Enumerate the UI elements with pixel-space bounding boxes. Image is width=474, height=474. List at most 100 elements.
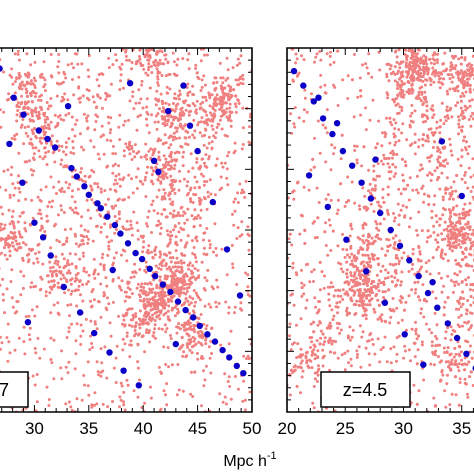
background-particle xyxy=(411,188,415,192)
background-particle xyxy=(100,124,104,128)
background-particle xyxy=(373,352,377,356)
background-particle xyxy=(73,367,77,371)
background-particle xyxy=(439,217,443,221)
background-particle xyxy=(20,123,24,127)
background-particle xyxy=(405,205,408,209)
background-particle xyxy=(181,275,185,279)
background-particle xyxy=(207,93,211,97)
background-particle xyxy=(176,307,180,311)
background-particle xyxy=(356,251,360,255)
background-particle xyxy=(167,365,170,369)
background-particle xyxy=(134,324,138,328)
background-particle xyxy=(193,330,196,334)
background-particle xyxy=(244,179,248,183)
dense-object-point xyxy=(106,349,113,356)
background-particle xyxy=(329,168,333,172)
background-particle xyxy=(87,237,90,241)
background-particle xyxy=(208,356,212,360)
background-particle xyxy=(364,308,368,312)
background-particle xyxy=(66,371,70,375)
background-particle xyxy=(390,274,394,278)
background-particle xyxy=(46,274,50,278)
background-particle xyxy=(183,123,187,127)
background-particle xyxy=(382,296,386,299)
background-particle xyxy=(66,261,69,265)
background-particle xyxy=(396,81,400,85)
background-particle xyxy=(369,332,373,335)
background-particle xyxy=(157,266,161,270)
background-particle xyxy=(129,339,133,343)
background-particle xyxy=(448,143,452,147)
background-particle xyxy=(144,260,148,264)
background-particle xyxy=(439,81,443,85)
background-particle xyxy=(241,73,245,77)
dense-object-point xyxy=(0,65,3,72)
background-particle xyxy=(457,57,461,61)
background-particle xyxy=(205,279,209,283)
background-particle xyxy=(68,182,72,186)
background-particle xyxy=(125,228,128,232)
background-particle xyxy=(16,220,20,224)
background-particle xyxy=(65,271,69,275)
background-particle xyxy=(70,115,74,119)
background-particle xyxy=(355,144,359,148)
background-particle xyxy=(349,364,353,368)
background-particle xyxy=(173,180,177,184)
background-particle xyxy=(170,179,174,182)
background-particle xyxy=(205,324,209,328)
background-particle xyxy=(370,252,374,256)
background-particle xyxy=(333,146,337,150)
background-particle xyxy=(435,220,439,224)
background-particle xyxy=(325,108,329,112)
background-particle xyxy=(46,107,50,111)
background-particle xyxy=(312,280,315,283)
background-particle xyxy=(32,158,36,162)
background-particle xyxy=(215,125,219,129)
background-particle xyxy=(121,337,125,341)
background-particle xyxy=(26,125,30,129)
background-particle xyxy=(15,113,19,117)
background-particle xyxy=(409,114,412,118)
background-particle xyxy=(445,176,449,180)
background-particle xyxy=(292,122,296,126)
background-particle xyxy=(375,174,379,178)
background-particle xyxy=(354,283,357,287)
background-particle xyxy=(170,135,174,139)
background-particle xyxy=(166,61,170,65)
background-particle xyxy=(147,131,151,135)
dense-object-point xyxy=(85,191,93,198)
background-particle xyxy=(316,356,320,360)
background-particle xyxy=(315,52,319,56)
background-particle xyxy=(89,139,93,143)
background-particle xyxy=(429,78,433,82)
background-particle xyxy=(393,276,397,280)
background-particle xyxy=(446,346,450,350)
background-particle xyxy=(184,99,188,103)
background-particle xyxy=(21,241,25,245)
background-particle xyxy=(199,102,203,106)
background-particle xyxy=(377,289,381,293)
background-particle xyxy=(64,76,68,80)
background-particle xyxy=(361,234,365,238)
background-particle xyxy=(414,288,418,291)
background-particle xyxy=(349,224,353,228)
background-particle xyxy=(358,76,362,80)
background-particle xyxy=(397,259,401,263)
background-particle xyxy=(111,279,115,283)
background-particle xyxy=(352,265,356,269)
background-particle xyxy=(207,239,211,243)
background-particle xyxy=(144,42,147,45)
background-particle xyxy=(346,74,350,78)
background-particle xyxy=(79,334,83,338)
background-particle xyxy=(457,307,461,311)
background-particle xyxy=(194,67,198,70)
background-particle xyxy=(141,291,145,295)
background-particle xyxy=(226,183,230,187)
background-particle xyxy=(123,342,127,346)
background-particle xyxy=(399,300,403,304)
background-particle xyxy=(49,246,53,250)
background-particle xyxy=(391,149,395,153)
background-particle xyxy=(373,188,377,192)
background-particle xyxy=(5,336,9,340)
background-particle xyxy=(246,273,250,277)
